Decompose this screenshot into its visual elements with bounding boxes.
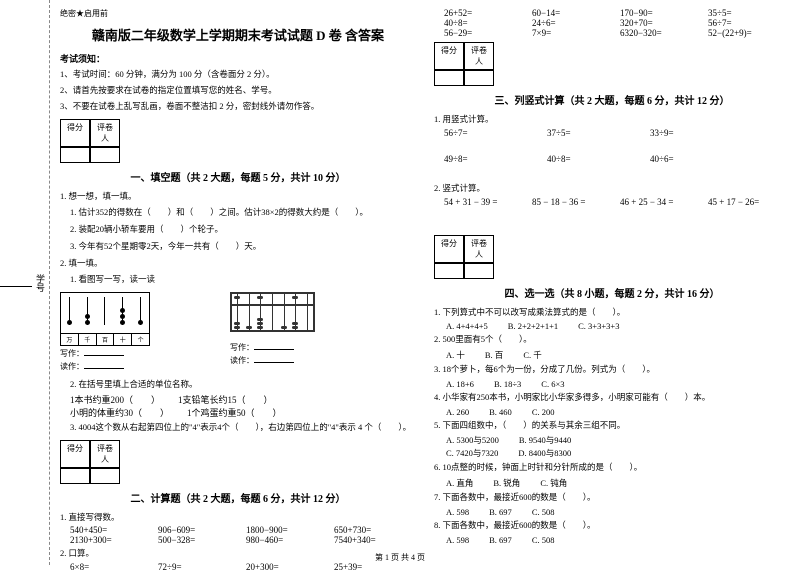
binding-margin: 学号 题 姓名 不 班级 内 学校 线 封 乡镇（街道） — [0, 0, 50, 565]
counter-labels: 万 千 百 十 个 — [60, 334, 150, 346]
choices-6: A. 直角 B. 锐角 C. 钝角 — [446, 477, 790, 489]
s3-q1: 1. 用竖式计算。 — [434, 113, 790, 126]
calc-row: 6×8= 72÷9= 20+300= 25+39= — [70, 562, 416, 572]
grader-blank — [90, 147, 120, 163]
calc-row: 26+52= 60−14= 170−90= 35÷5= — [444, 8, 790, 18]
score-box-2: 得分 评卷人 — [60, 440, 416, 484]
read-label-2: 读作： — [230, 356, 254, 365]
vert-row-2: 54 + 31 − 39 = 85 − 18 − 36 = 46 + 25 − … — [444, 197, 790, 207]
score-box-1: 得分 评卷人 — [60, 119, 416, 163]
unit-row-2: 小明的体重约30（ ） 1个鸡蛋约重50（ ） — [70, 406, 416, 419]
q1-1: 1. 估计352的得数在（ ）和（ ）之间。估计38×2的得数大约是（ ）。 — [70, 206, 416, 219]
binding-field-0: 学号 — [0, 274, 47, 292]
binding-label: 学号 — [34, 274, 47, 292]
s4-q1: 1. 下列算式中不可以改写成乘法算式的是（ ）。 — [434, 306, 790, 319]
q2-3: 3. 4004这个数从右起第四位上的"4"表示4个（ ），右边第四位上的"4"表… — [70, 421, 416, 434]
abacus-image — [230, 292, 315, 332]
s4-q4: 4. 小华家有250本书，小明家比小华家多得多，小明家可能有（ ）本。 — [434, 391, 790, 404]
left-column: 绝密★启用前 赣南版二年级数学上学期期末考试试题 D 卷 含答案 考试须知： 1… — [60, 8, 416, 561]
score-box-3: 得分评卷人 — [434, 42, 790, 86]
q2-2: 2. 在括号里填上合适的单位名称。 — [70, 378, 416, 391]
q2-1: 1. 看图写一写，读一读 — [70, 273, 416, 286]
s4-q3: 3. 18个萝卜，每6个为一份，分成了几份。列式为（ ）。 — [434, 363, 790, 376]
s2-q1: 1. 直接写得数。 — [60, 511, 416, 524]
choices-8: A. 598 B. 697 C. 508 — [446, 535, 790, 545]
s3-q2: 2. 竖式计算。 — [434, 182, 790, 195]
grader-label: 评卷人 — [90, 119, 120, 147]
calc-row: 56−29= 7×9= 6320−320= 52−(22+9)= — [444, 28, 790, 38]
score-box-4: 得分评卷人 — [434, 235, 790, 279]
choices-2: A. 十 B. 百 C. 千 — [446, 349, 790, 361]
q1-3: 3. 今年有52个星期零2天，今年一共有（ ）天。 — [70, 240, 416, 253]
blank — [84, 348, 124, 356]
calc-row: 2130+300= 500−328= 980−460= 7540+340= — [70, 535, 416, 545]
choices-3: A. 18+6 B. 18÷3 C. 6×3 — [446, 379, 790, 389]
main-content: 绝密★启用前 赣南版二年级数学上学期期末考试试题 D 卷 含答案 考试须知： 1… — [50, 0, 800, 565]
secret-label: 绝密★启用前 — [60, 8, 416, 19]
section-3-title: 三、列竖式计算（共 2 大题，每题 6 分，共计 12 分） — [434, 92, 790, 107]
notice-2: 2、请首先按要求在试卷的指定位置填写您的姓名、学号。 — [60, 85, 416, 97]
blank — [254, 355, 294, 363]
blank — [254, 342, 294, 350]
counter-box: 万 千 百 十 个 写作： 读作： — [60, 292, 150, 372]
choices-4: A. 260 B. 460 C. 200 — [446, 407, 790, 417]
choices-5a: A. 5300与5200 B. 9540与9440 — [446, 434, 790, 446]
choices-1: A. 4+4+4+5 B. 2+2+2+1+1 C. 3+3+3+3 — [446, 321, 790, 331]
s4-q7: 7. 下面各数中，最接近600的数是（ ）。 — [434, 491, 790, 504]
choices-7: A. 598 B. 697 C. 508 — [446, 507, 790, 517]
s4-q8: 8. 下面各数中，最接近600的数是（ ）。 — [434, 519, 790, 532]
place-value-counter — [60, 292, 150, 334]
vert-row: 56÷7= 37÷5= 33÷9= — [444, 128, 790, 138]
read-label: 读作： — [60, 362, 84, 371]
score-blank — [60, 147, 90, 163]
section-4-title: 四、选一选（共 8 小题，每题 2 分，共计 16 分） — [434, 285, 790, 300]
blank-line — [0, 279, 32, 287]
write-label-2: 写作： — [230, 343, 254, 352]
calc-row: 40÷8= 24÷6= 320+70= 56÷7= — [444, 18, 790, 28]
unit-row-1: 1本书约重200（ ） 1支铅笔长约15（ ） — [70, 393, 416, 406]
abacus-box-2: 写作： 读作： — [230, 292, 320, 372]
blank — [84, 361, 124, 369]
calc-row: 540+450= 906−609= 1800−900= 650+730= — [70, 525, 416, 535]
score-label: 得分 — [60, 119, 90, 147]
right-column: 26+52= 60−14= 170−90= 35÷5= 40÷8= 24÷6= … — [434, 8, 790, 561]
section-2-title: 二、计算题（共 2 大题，每题 6 分，共计 12 分） — [60, 490, 416, 505]
q2: 2. 填一填。 — [60, 257, 416, 270]
abacus-row: 万 千 百 十 个 写作： 读作： — [60, 292, 416, 372]
page-footer: 第 1 页 共 4 页 — [0, 552, 800, 563]
choices-5b: C. 7420与7320 D. 8400与8300 — [446, 447, 790, 459]
notice-1: 1、考试时间：60 分钟，满分为 100 分（含卷面分 2 分）。 — [60, 69, 416, 81]
write-label: 写作： — [60, 349, 84, 358]
vert-row: 49÷8= 40÷8= 40÷6= — [444, 154, 790, 164]
notice-heading: 考试须知： — [60, 52, 416, 65]
s4-q5: 5. 下面四组数中，（ ）的关系与其余三组不同。 — [434, 419, 790, 432]
s4-q6: 6. 10点整的时候，钟面上时针和分针所成的是（ ）。 — [434, 461, 790, 474]
q1-2: 2. 装配20辆小轿车要用（ ）个轮子。 — [70, 223, 416, 236]
notice-3: 3、不要在试卷上乱写乱画，卷面不整洁扣 2 分，密封线外请勿作答。 — [60, 101, 416, 113]
section-1-title: 一、填空题（共 2 大题，每题 5 分，共计 10 分） — [60, 169, 416, 184]
exam-title: 赣南版二年级数学上学期期末考试试题 D 卷 含答案 — [60, 25, 416, 44]
s4-q2: 2. 500里面有5个（ ）。 — [434, 333, 790, 346]
q1: 1. 想一想，填一填。 — [60, 190, 416, 203]
